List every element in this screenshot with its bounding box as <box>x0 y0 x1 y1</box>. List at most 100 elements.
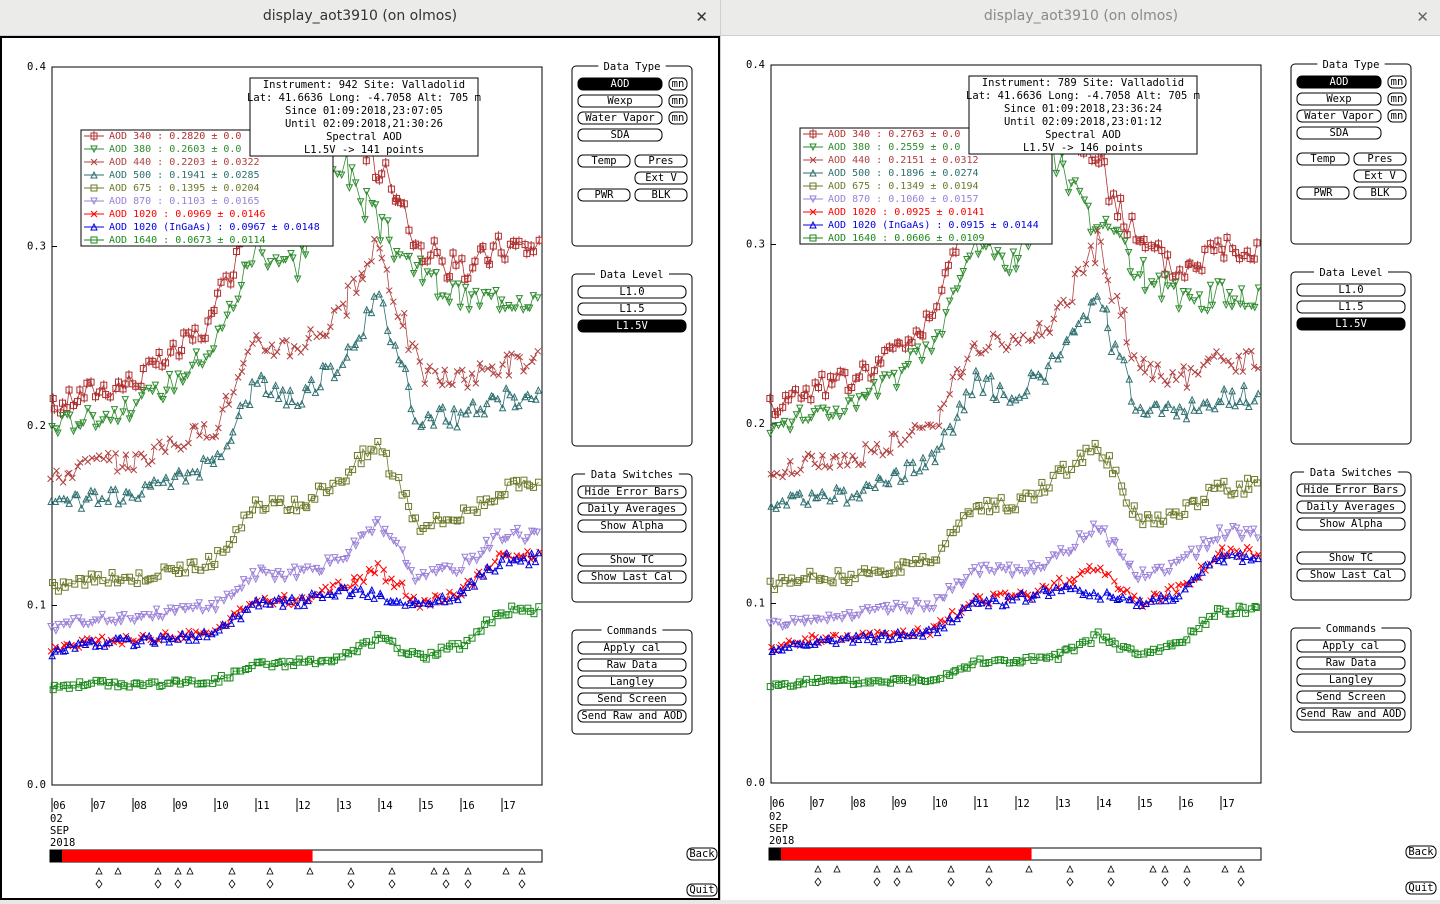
mn-button[interactable]: mn <box>1387 109 1407 123</box>
button-frame[interactable] <box>1296 283 1406 297</box>
ext-v-button[interactable]: Ext V <box>1353 169 1407 183</box>
title-bar[interactable]: display_aot3910 (on olmos) ✕ <box>0 0 720 36</box>
button-frame[interactable] <box>577 502 687 516</box>
blk-button[interactable]: BLK <box>1353 186 1407 200</box>
button-label[interactable]: Daily Averages <box>588 503 677 515</box>
button-label[interactable]: L1.0 <box>619 286 644 298</box>
pres-button[interactable]: Pres <box>1353 152 1407 166</box>
pwr-button[interactable]: PWR <box>577 188 631 202</box>
button-label[interactable]: mn <box>1391 110 1404 122</box>
level-button-l1-0[interactable]: L1.0 <box>577 285 687 299</box>
button-label[interactable]: Apply cal <box>604 642 661 654</box>
button-label[interactable]: Wexp <box>1326 93 1351 105</box>
button-frame[interactable] <box>577 94 663 108</box>
mn-button[interactable]: mn <box>668 94 688 108</box>
button-label[interactable]: Send Screen <box>1316 691 1386 703</box>
button-frame[interactable] <box>668 111 688 125</box>
button-frame[interactable] <box>577 154 631 168</box>
button-label[interactable]: AOD <box>611 78 630 90</box>
button-label[interactable]: Raw Data <box>607 659 658 671</box>
button-label[interactable]: Quit <box>1408 882 1433 894</box>
button-label[interactable]: Quit <box>689 884 714 896</box>
button-frame[interactable] <box>1296 317 1406 331</box>
button-frame[interactable] <box>1296 517 1406 531</box>
ext-v-button[interactable]: Ext V <box>634 171 688 185</box>
button-frame[interactable] <box>577 519 687 533</box>
button-frame[interactable] <box>1296 551 1406 565</box>
button-frame[interactable] <box>1353 152 1407 166</box>
button-frame[interactable] <box>1296 656 1406 670</box>
temp-button[interactable]: Temp <box>577 154 631 168</box>
button-frame[interactable] <box>1296 690 1406 704</box>
button-label[interactable]: SDA <box>1330 127 1350 139</box>
send-screen-button[interactable]: Send Screen <box>577 692 687 706</box>
button-label[interactable]: mn <box>672 112 685 124</box>
button-label[interactable]: Wexp <box>607 95 632 107</box>
button-label[interactable]: Back <box>689 848 715 860</box>
button-frame[interactable] <box>686 883 718 897</box>
send-raw-and-aod-button[interactable]: Send Raw and AOD <box>577 709 687 723</box>
button-label[interactable]: mn <box>672 78 685 90</box>
button-label[interactable]: Raw Data <box>1326 657 1377 669</box>
wexp-button[interactable]: Wexp <box>1296 92 1382 106</box>
button-label[interactable]: Water Vapor <box>585 112 655 124</box>
button-label[interactable]: L1.5 <box>619 303 644 315</box>
water-vapor-button[interactable]: Water Vapor <box>1296 109 1382 123</box>
send-raw-and-aod-button[interactable]: Send Raw and AOD <box>1296 707 1406 721</box>
button-label[interactable]: Send Raw and AOD <box>1300 708 1401 720</box>
quit-button[interactable]: Quit <box>686 883 718 897</box>
button-frame[interactable] <box>1296 500 1406 514</box>
button-frame[interactable] <box>1296 707 1406 721</box>
button-label[interactable]: L1.5V <box>1335 318 1367 330</box>
langley-button[interactable]: Langley <box>1296 673 1406 687</box>
button-frame[interactable] <box>577 675 687 689</box>
wexp-button[interactable]: Wexp <box>577 94 663 108</box>
level-button-l1-5[interactable]: L1.5 <box>1296 300 1406 314</box>
close-icon[interactable]: ✕ <box>695 8 708 26</box>
button-label[interactable]: AOD <box>1330 76 1349 88</box>
button-frame[interactable] <box>577 188 631 202</box>
button-frame[interactable] <box>1296 639 1406 653</box>
button-label[interactable]: Temp <box>591 155 616 167</box>
button-label[interactable]: Show TC <box>610 554 654 566</box>
button-label[interactable]: BLK <box>652 189 672 201</box>
button-frame[interactable] <box>1296 109 1382 123</box>
button-frame[interactable] <box>1296 75 1382 89</box>
button-frame[interactable] <box>577 641 687 655</box>
button-label[interactable]: PWR <box>595 189 615 201</box>
button-label[interactable]: Hide Error Bars <box>585 486 680 498</box>
blk-button[interactable]: BLK <box>634 188 688 202</box>
button-frame[interactable] <box>1353 169 1407 183</box>
button-frame[interactable] <box>577 77 663 91</box>
button-frame[interactable] <box>1296 483 1406 497</box>
button-label[interactable]: L1.5V <box>616 320 648 332</box>
button-label[interactable]: Back <box>1408 846 1434 858</box>
button-frame[interactable] <box>686 847 718 861</box>
button-frame[interactable] <box>1405 881 1437 895</box>
show-last-cal-button[interactable]: Show Last Cal <box>1296 568 1406 582</box>
mn-button[interactable]: mn <box>1387 75 1407 89</box>
button-label[interactable]: Pres <box>648 155 673 167</box>
button-label[interactable]: Show TC <box>1329 552 1373 564</box>
show-alpha-button[interactable]: Show Alpha <box>577 519 687 533</box>
button-label[interactable]: Hide Error Bars <box>1304 484 1399 496</box>
back-button[interactable]: Back <box>686 847 718 861</box>
button-frame[interactable] <box>1353 186 1407 200</box>
daily-averages-button[interactable]: Daily Averages <box>577 502 687 516</box>
button-label[interactable]: Ext V <box>1364 170 1396 182</box>
button-label[interactable]: Ext V <box>645 172 677 184</box>
button-label[interactable]: PWR <box>1314 187 1334 199</box>
water-vapor-button[interactable]: Water Vapor <box>577 111 663 125</box>
button-frame[interactable] <box>634 171 688 185</box>
button-label[interactable]: Apply cal <box>1323 640 1380 652</box>
show-last-cal-button[interactable]: Show Last Cal <box>577 570 687 584</box>
button-frame[interactable] <box>1405 845 1437 859</box>
button-frame[interactable] <box>577 570 687 584</box>
sda-button[interactable]: SDA <box>1296 126 1382 140</box>
button-label[interactable]: L1.0 <box>1338 284 1363 296</box>
button-frame[interactable] <box>577 553 687 567</box>
button-frame[interactable] <box>1296 126 1382 140</box>
button-frame[interactable] <box>577 485 687 499</box>
hide-error-bars-button[interactable]: Hide Error Bars <box>577 485 687 499</box>
langley-button[interactable]: Langley <box>577 675 687 689</box>
